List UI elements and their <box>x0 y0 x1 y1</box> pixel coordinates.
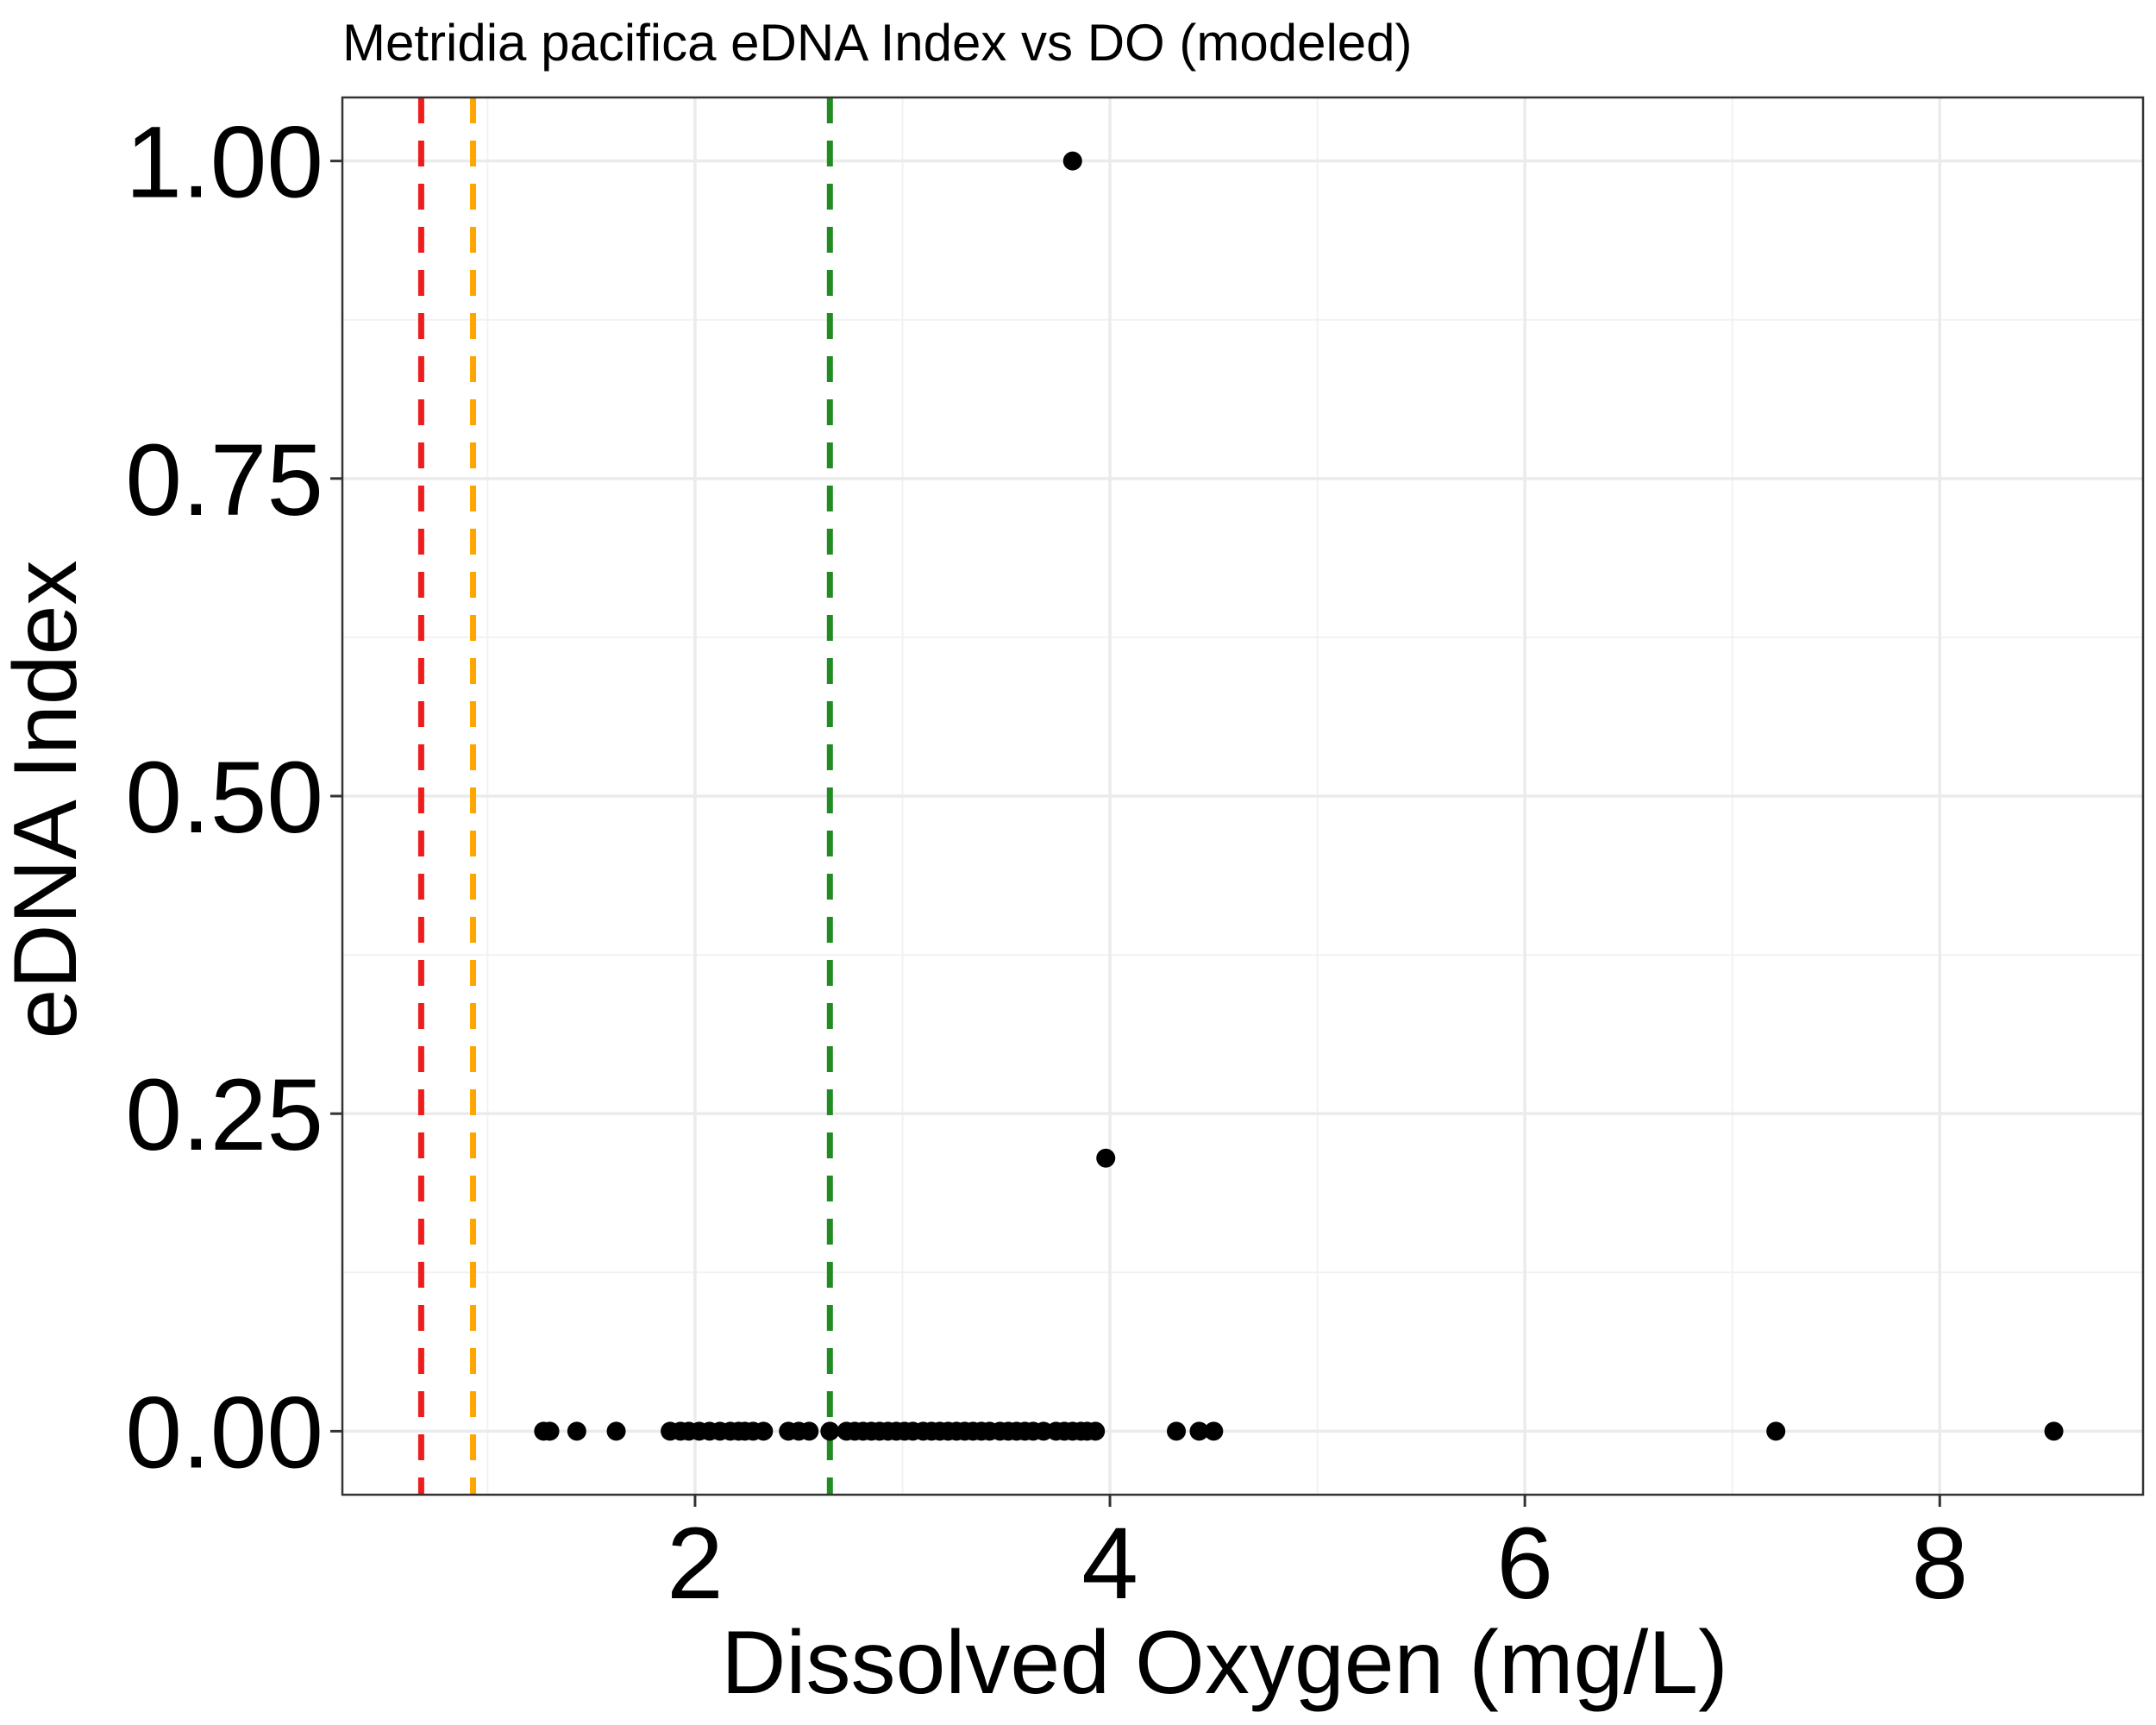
y-axis-title: eDNA Index <box>0 561 96 1039</box>
data-point <box>606 1421 626 1441</box>
x-tick-label: 6 <box>1496 1507 1553 1621</box>
chart-title: Metridia pacifica eDNA Index vs DO (mode… <box>342 14 1413 72</box>
x-axis: 2 4 6 8 <box>667 1495 1968 1621</box>
grid-lines <box>342 97 2143 1495</box>
data-point <box>1766 1421 1786 1441</box>
data-point <box>820 1421 840 1441</box>
y-tick-label: 0.75 <box>125 423 323 537</box>
data-point <box>754 1421 774 1441</box>
x-tick-label: 4 <box>1081 1507 1138 1621</box>
data-point <box>1189 1421 1209 1441</box>
data-point <box>540 1421 560 1441</box>
data-point <box>1167 1421 1187 1441</box>
data-point <box>1204 1421 1224 1441</box>
data-point <box>799 1421 819 1441</box>
data-point <box>1062 151 1082 171</box>
y-tick-label: 0.00 <box>125 1376 323 1490</box>
data-point <box>1096 1148 1116 1168</box>
reference-lines <box>417 97 833 1495</box>
y-tick-label: 1.00 <box>125 106 323 220</box>
x-axis-title: Dissolved Oxygen (mg/L) <box>721 1613 1728 1713</box>
x-tick-label: 8 <box>1911 1507 1968 1621</box>
data-point <box>567 1421 586 1441</box>
data-point <box>2044 1421 2064 1441</box>
x-tick-label: 2 <box>667 1507 724 1621</box>
data-point <box>1086 1421 1106 1441</box>
y-tick-label: 0.25 <box>125 1058 323 1172</box>
y-tick-label: 0.50 <box>125 741 323 855</box>
data-points <box>534 151 2064 1441</box>
y-axis: 0.00 0.25 0.50 0.75 1.00 <box>125 106 342 1490</box>
